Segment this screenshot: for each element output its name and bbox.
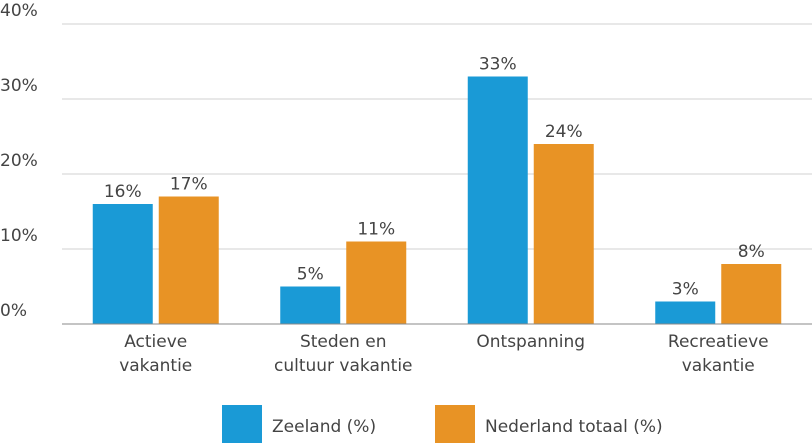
value-label: 8%: [738, 242, 765, 262]
x-tick-label: Steden en cultuur vakantie: [274, 332, 413, 376]
bar: [280, 286, 341, 324]
legend-label: Nederland totaal (%): [485, 417, 663, 437]
x-tick-label: Actieve vakantie: [119, 332, 192, 376]
y-tick-label: 40%: [0, 1, 38, 21]
legend-swatch: [222, 405, 262, 443]
legend-label: Zeeland (%): [272, 417, 376, 437]
bar: [533, 144, 594, 324]
x-tick-line: Ontspanning: [476, 332, 585, 352]
value-label: 17%: [170, 175, 208, 195]
y-tick-label: 30%: [0, 76, 38, 96]
y-tick-label: 20%: [0, 151, 38, 171]
x-tick-line: cultuur vakantie: [274, 356, 413, 376]
x-tick-line: vakantie: [682, 356, 755, 376]
value-label: 5%: [297, 265, 324, 285]
value-label: 3%: [672, 280, 699, 300]
value-label: 33%: [479, 55, 517, 75]
x-tick-label: Recreatieve vakantie: [668, 332, 769, 376]
bar: [467, 76, 528, 324]
value-label: 16%: [104, 182, 142, 202]
x-tick-line: Recreatieve: [668, 332, 769, 352]
bar: [655, 301, 716, 324]
bar: [346, 241, 407, 324]
legend-swatch: [435, 405, 475, 443]
value-label: 24%: [545, 122, 583, 142]
bar: [158, 196, 219, 324]
value-label: 11%: [357, 220, 395, 240]
y-tick-label: 0%: [0, 301, 27, 321]
bar: [92, 204, 153, 324]
x-tick-line: Actieve: [124, 332, 187, 352]
x-tick-label: Ontspanning: [476, 332, 585, 352]
x-tick-line: Steden en: [300, 332, 387, 352]
y-tick-label: 10%: [0, 226, 38, 246]
x-tick-line: vakantie: [119, 356, 192, 376]
bar: [721, 264, 782, 324]
